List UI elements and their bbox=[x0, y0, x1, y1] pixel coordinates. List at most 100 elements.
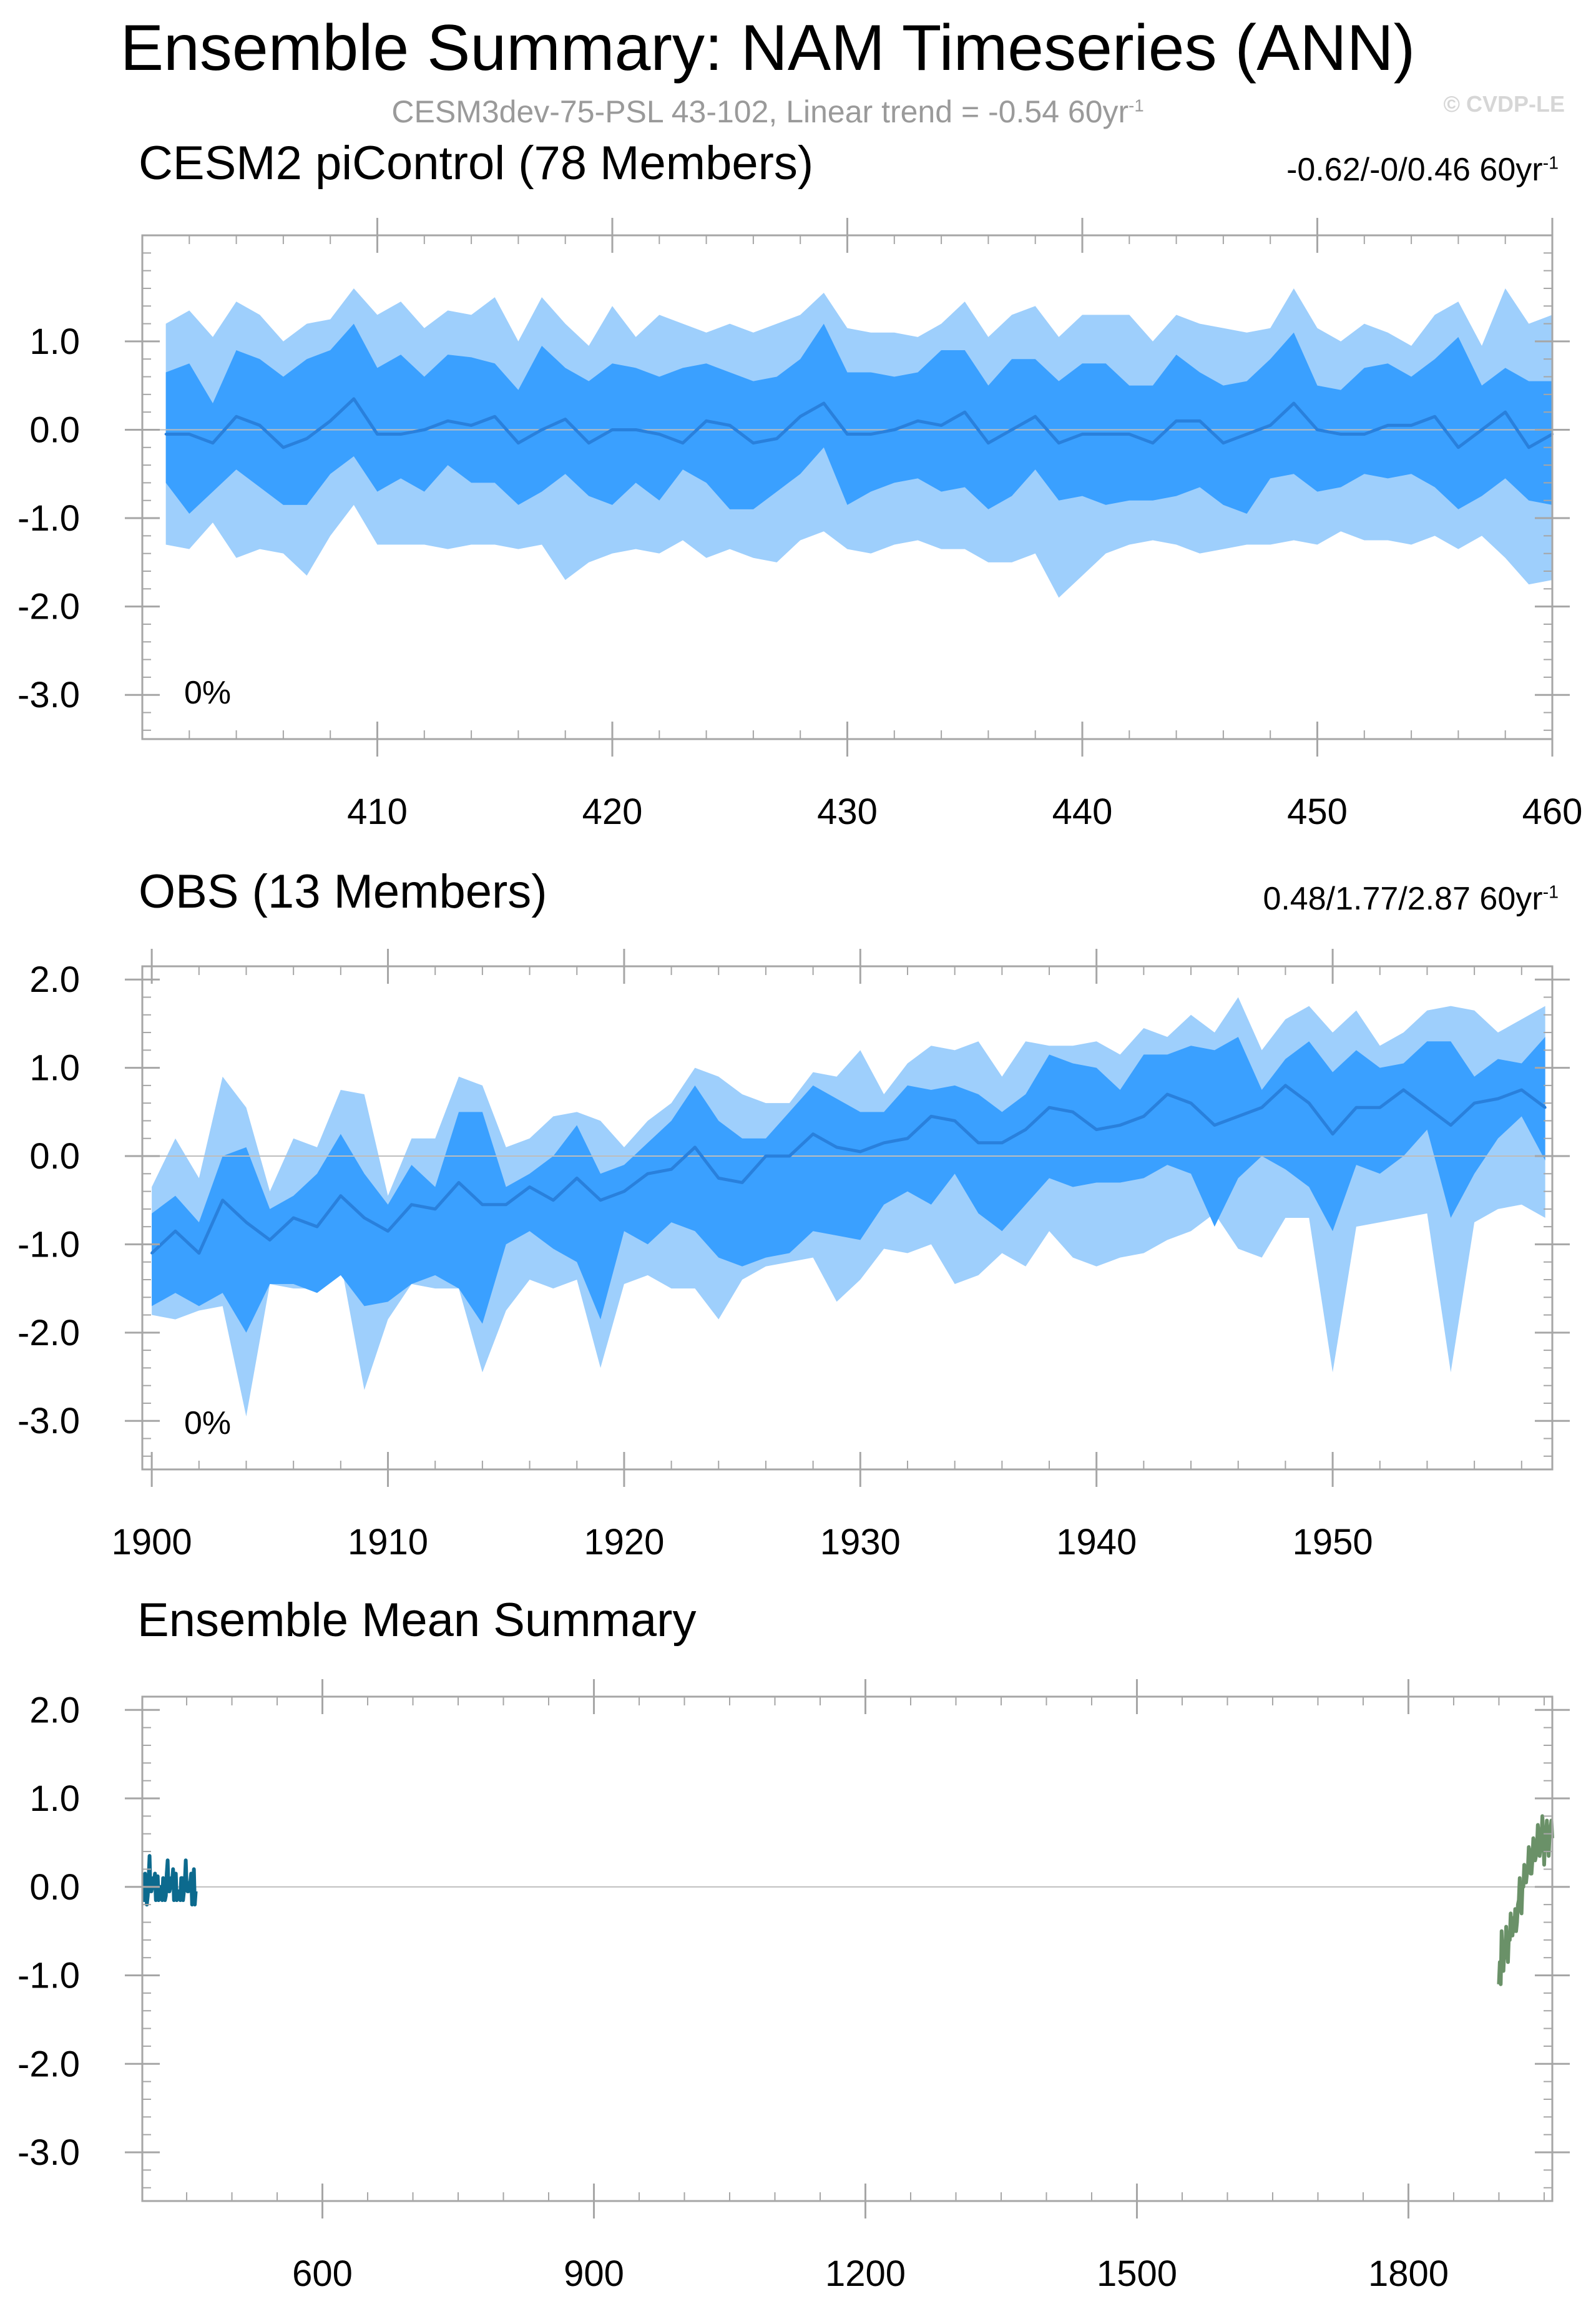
panel2-x-tick-label: 1900 bbox=[112, 1522, 192, 1562]
panel2-mean-point bbox=[1331, 1132, 1334, 1135]
panel2-mean-point bbox=[977, 1141, 980, 1144]
panel2-mean-point bbox=[811, 1132, 815, 1135]
panel1-y-tick-label: -3.0 bbox=[17, 675, 80, 715]
panel1-trend: -0.62/-0/0.46 60yr-1 bbox=[1286, 151, 1559, 189]
panel1-mean-point bbox=[611, 428, 614, 431]
panel2-mean-point bbox=[1236, 1115, 1240, 1118]
panel1-mean-point bbox=[235, 415, 238, 418]
panel2-mean-point bbox=[1095, 1128, 1098, 1131]
panel2-mean-point bbox=[953, 1119, 956, 1122]
panel2-frame bbox=[141, 965, 1554, 1471]
panel2-mean-point bbox=[646, 1172, 649, 1175]
panel2-mean-point bbox=[1354, 1106, 1358, 1109]
panel1-x-tick-label: 410 bbox=[347, 792, 408, 832]
panel2-mean-point bbox=[481, 1203, 484, 1206]
panel2-mean-point bbox=[504, 1203, 507, 1206]
panel2-ensemble-mean-line bbox=[150, 1084, 1547, 1255]
panel2-axes: 1900 1910 1920 1930 1940 1950 2.0 1.0 0.0 -1.0 -2.… bbox=[17, 949, 1570, 1562]
panel3-series-cesm2-picontrol-line bbox=[141, 1854, 198, 1907]
panel2-mean-point bbox=[859, 1150, 862, 1153]
panel3-y-tick-label: -3.0 bbox=[17, 2132, 80, 2173]
panel3-x-tick-label: 1200 bbox=[825, 2253, 906, 2294]
panel2-percent-label: 0% bbox=[184, 1405, 232, 1441]
panel3-title: Ensemble Mean Summary bbox=[137, 1594, 697, 1647]
panel3-y-tick-label: -2.0 bbox=[17, 2044, 80, 2084]
watermark: © CVDP-LE bbox=[1443, 91, 1565, 117]
panel1-mean-point bbox=[799, 415, 802, 418]
panel1-y-tick-label: 0.0 bbox=[29, 409, 80, 450]
panel2-mean-point bbox=[174, 1230, 177, 1233]
panel1-mean-point bbox=[329, 419, 332, 423]
panel1-mean-point bbox=[399, 433, 403, 436]
panel1-mean-point bbox=[541, 428, 544, 431]
panel1-mean-point bbox=[916, 419, 919, 423]
panel2-trend-text: 0.48/1.77/2.87 60yr bbox=[1263, 881, 1543, 917]
panel1-mean-point bbox=[1175, 419, 1178, 423]
panel1-mean-point bbox=[1034, 415, 1037, 418]
panel1-mean-point bbox=[1245, 433, 1248, 436]
panel2-mean-point bbox=[717, 1177, 720, 1180]
panel2-mean-point bbox=[339, 1194, 342, 1197]
panel2-trend: 0.48/1.77/2.87 60yr-1 bbox=[1263, 880, 1559, 918]
panel1-mean-point bbox=[517, 441, 520, 444]
panel2-mean-point bbox=[1213, 1124, 1216, 1127]
panel2-mean-point bbox=[197, 1252, 200, 1255]
panel2-band-p10-p90 bbox=[152, 1037, 1545, 1333]
panel2-mean-point bbox=[552, 1199, 555, 1202]
panel3-series-obs-line bbox=[1497, 1814, 1554, 1986]
panel2-y-tick-label: -1.0 bbox=[17, 1224, 80, 1265]
panel1-mean-point bbox=[987, 441, 990, 444]
panel1-mean-point bbox=[1410, 424, 1413, 427]
panel3-x-tick-label: 1500 bbox=[1097, 2253, 1177, 2294]
subtitle-unit-exponent: -1 bbox=[1128, 96, 1144, 115]
panel3-y-tick-label: -1.0 bbox=[17, 1956, 80, 1996]
panel2-mean-point bbox=[599, 1199, 602, 1202]
panel1-title: CESM2 piControl (78 Members) bbox=[139, 137, 814, 190]
panel1-mean-point bbox=[493, 415, 496, 418]
panel1-y-tick-label: 1.0 bbox=[29, 321, 80, 362]
panel2-mean-point bbox=[1473, 1102, 1476, 1105]
panel2-mean-point bbox=[1284, 1084, 1287, 1087]
panel1-x-tick-label: 440 bbox=[1052, 792, 1113, 832]
panel1-ensemble-mean-line bbox=[165, 397, 1554, 449]
panel3-frame bbox=[141, 1695, 1554, 2202]
panel1-mean-point bbox=[188, 433, 191, 436]
panel1-mean-point bbox=[1104, 433, 1107, 436]
panel2-mean-point bbox=[221, 1199, 224, 1202]
panel2-x-tick-label: 1940 bbox=[1056, 1522, 1137, 1562]
panel3-x-tick-label: 600 bbox=[292, 2253, 353, 2294]
panel1-mean-point bbox=[1504, 411, 1507, 414]
panel1-mean-point bbox=[164, 433, 167, 436]
panel1-mean-point bbox=[1433, 415, 1436, 418]
panel2-mean-point bbox=[764, 1155, 767, 1158]
panel1-axes: 410 420 430 440 450 460 1.0 0.0 -1.0 -2.0 -3.0 bbox=[17, 218, 1582, 832]
panel1-mean-point bbox=[1363, 433, 1366, 436]
panel2-mean-point bbox=[434, 1207, 437, 1210]
panel2-trend-exponent: -1 bbox=[1542, 882, 1559, 903]
panel1-mean-point bbox=[869, 433, 873, 436]
panel2-mean-point bbox=[670, 1168, 673, 1171]
panel3-x-tick-label: 1800 bbox=[1368, 2253, 1449, 2294]
panel1-mean-point bbox=[1457, 446, 1460, 449]
panel2-mean-point bbox=[528, 1185, 531, 1189]
panel1-mean-point bbox=[705, 419, 708, 423]
panel1-mean-point bbox=[470, 424, 473, 427]
panel1-mean-point bbox=[211, 441, 214, 444]
panel2-mean-point bbox=[622, 1190, 625, 1193]
panel1-mean-point bbox=[634, 428, 637, 431]
panel2-mean-point bbox=[1142, 1115, 1145, 1118]
panel2-mean-point bbox=[575, 1177, 579, 1180]
panel1-mean-point bbox=[846, 433, 849, 436]
panel1-mean-point bbox=[1128, 433, 1131, 436]
panel2-mean-point bbox=[1001, 1141, 1004, 1144]
panel3-y-tick-label: 2.0 bbox=[29, 1690, 80, 1730]
panel2-mean-point bbox=[906, 1137, 909, 1140]
panel2-mean-point bbox=[1520, 1088, 1523, 1091]
panel2-y-tick-label: -2.0 bbox=[17, 1313, 80, 1353]
panel2-mean-point bbox=[1544, 1106, 1547, 1109]
panel2-mean-point bbox=[386, 1230, 389, 1233]
panel2-mean-point bbox=[245, 1221, 248, 1224]
panel2-mean-point bbox=[1402, 1088, 1405, 1091]
panel2-mean-point bbox=[1426, 1106, 1429, 1109]
